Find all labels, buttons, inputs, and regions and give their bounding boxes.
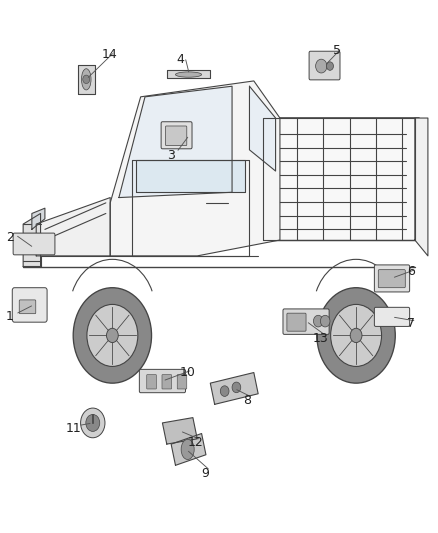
Text: 13: 13 [313,332,328,344]
Circle shape [220,386,229,397]
Polygon shape [171,433,206,465]
Polygon shape [415,118,428,256]
Text: 3: 3 [167,149,175,161]
Circle shape [232,382,241,393]
Circle shape [326,62,333,70]
Polygon shape [162,418,197,444]
Polygon shape [110,81,280,256]
FancyBboxPatch shape [147,375,156,389]
Polygon shape [119,86,232,198]
FancyBboxPatch shape [161,122,192,149]
Text: 8: 8 [243,393,251,407]
FancyBboxPatch shape [162,375,172,389]
FancyBboxPatch shape [12,288,47,322]
Polygon shape [250,86,276,171]
Circle shape [87,304,138,367]
Ellipse shape [176,72,201,77]
Circle shape [83,75,90,84]
FancyBboxPatch shape [378,270,405,288]
Circle shape [316,59,327,73]
FancyBboxPatch shape [283,309,329,334]
Text: 6: 6 [407,265,415,278]
Polygon shape [23,214,41,266]
Polygon shape [262,118,415,240]
Polygon shape [210,373,258,405]
Circle shape [81,408,105,438]
Circle shape [321,316,330,327]
Ellipse shape [81,69,91,90]
Text: 10: 10 [179,366,195,379]
Circle shape [106,328,118,343]
Text: 2: 2 [6,231,14,244]
FancyBboxPatch shape [19,300,36,314]
Circle shape [331,304,381,367]
FancyBboxPatch shape [287,313,306,331]
FancyBboxPatch shape [139,369,185,393]
Text: 14: 14 [102,48,117,61]
Polygon shape [36,198,110,256]
FancyBboxPatch shape [309,51,340,80]
Text: 9: 9 [201,467,209,480]
FancyBboxPatch shape [374,265,410,292]
Text: 5: 5 [332,44,340,57]
Polygon shape [167,70,210,78]
Text: 7: 7 [407,317,415,330]
Circle shape [73,288,152,383]
FancyBboxPatch shape [374,308,410,326]
Text: 11: 11 [65,422,81,435]
Text: 1: 1 [6,310,14,324]
Circle shape [314,316,323,327]
Polygon shape [32,208,45,229]
Circle shape [317,288,395,383]
Polygon shape [136,160,245,192]
Ellipse shape [181,439,194,459]
FancyBboxPatch shape [166,126,187,146]
FancyBboxPatch shape [177,375,187,389]
Circle shape [86,415,100,431]
Polygon shape [78,65,95,94]
FancyBboxPatch shape [13,233,55,255]
Text: 12: 12 [188,436,204,449]
Circle shape [350,328,362,343]
Text: 4: 4 [176,53,184,66]
